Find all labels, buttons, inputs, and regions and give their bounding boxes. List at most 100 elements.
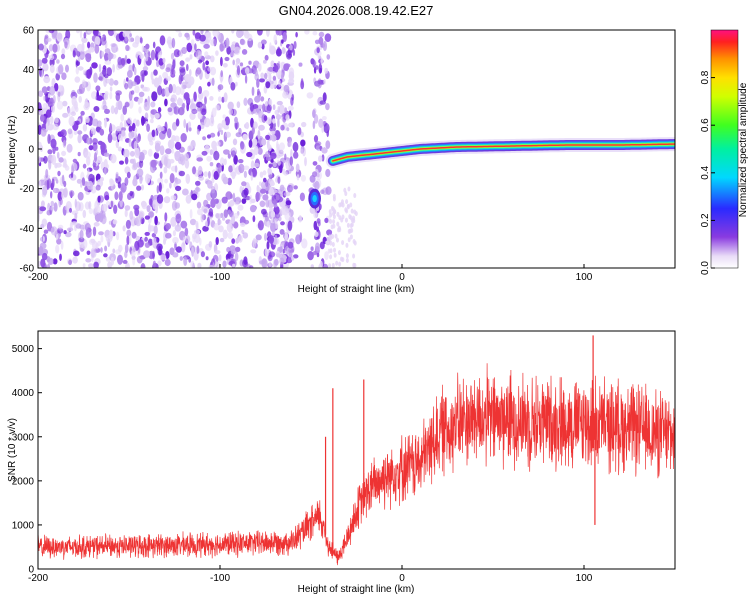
heatmap-speckle <box>263 85 268 94</box>
heatmap-speckle <box>223 92 228 103</box>
heatmap-y-tick-label: 0 <box>28 145 34 156</box>
heatmap-speckle <box>45 121 49 131</box>
heatmap-speckle <box>266 104 272 112</box>
heatmap-y-tick-label: 40 <box>23 65 35 76</box>
heatmap-speckle <box>266 241 270 250</box>
heatmap-speckle <box>165 251 170 259</box>
heatmap-speckle <box>144 215 150 220</box>
heatmap-speckle <box>64 205 68 211</box>
heatmap-speckle <box>77 151 81 157</box>
snr-y-tick-label: 2000 <box>12 476 35 487</box>
heatmap-speckle <box>52 123 59 131</box>
heatmap-speckle <box>115 126 122 132</box>
heatmap-speckle <box>85 116 90 124</box>
heatmap-speckle <box>273 65 279 73</box>
heatmap-speckle <box>83 32 87 39</box>
heatmap-speckle <box>68 259 72 266</box>
heatmap-speckle <box>318 31 325 38</box>
heatmap-speckle <box>277 176 281 184</box>
heatmap-speckle <box>193 229 201 235</box>
heatmap-speckle <box>151 91 158 102</box>
heatmap-speckle <box>207 81 211 87</box>
heatmap-speckle <box>128 36 134 43</box>
heatmap-speckle <box>103 93 109 101</box>
heatmap-speckle <box>353 209 357 215</box>
snr-frame <box>37 330 676 570</box>
heatmap-speckle <box>63 180 67 188</box>
heatmap-speckle <box>230 258 235 265</box>
heatmap-speckle <box>150 49 156 61</box>
heatmap-speckle <box>40 114 45 122</box>
heatmap-speckle <box>325 240 330 245</box>
heatmap-speckle <box>223 125 230 130</box>
heatmap-speckle <box>211 107 217 118</box>
heatmap-speckle <box>67 107 72 117</box>
heatmap-speckle <box>172 236 179 244</box>
heatmap-speckle <box>129 150 135 157</box>
heatmap-speckle <box>335 237 339 243</box>
heatmap-speckle <box>284 107 288 114</box>
heatmap-speckle <box>51 154 57 165</box>
heatmap-speckle <box>165 223 171 230</box>
snr-x-tick-label: -200 <box>28 573 48 584</box>
heatmap-speckle <box>215 213 222 220</box>
heatmap-speckle <box>274 258 279 266</box>
heatmap-speckle <box>166 188 170 194</box>
heatmap-speckle <box>204 178 210 185</box>
heatmap-speckle <box>300 148 304 154</box>
heatmap-speckle <box>220 157 225 166</box>
heatmap-speckle <box>98 76 103 81</box>
heatmap-speckle <box>150 101 156 108</box>
heatmap-speckle <box>77 66 84 71</box>
heatmap-speckle <box>345 257 349 263</box>
heatmap-speckle <box>277 106 280 113</box>
heatmap-speckle <box>79 229 84 239</box>
heatmap-speckle <box>324 67 329 74</box>
heatmap-speckle <box>186 42 193 53</box>
heatmap-y-label: Frequency (Hz) <box>7 116 18 185</box>
heatmap-speckle <box>321 147 328 154</box>
heatmap-speckle <box>197 91 204 101</box>
heatmap-speckle <box>234 116 238 124</box>
heatmap-speckle <box>217 131 220 137</box>
heatmap-speckle <box>290 256 295 261</box>
heatmap-speckle <box>215 237 219 245</box>
heatmap-speckle <box>197 262 202 268</box>
heatmap-speckle <box>125 262 130 268</box>
heatmap-speckle <box>225 131 231 138</box>
heatmap-speckle <box>231 215 236 225</box>
heatmap-speckle <box>77 130 83 135</box>
heatmap-speckle <box>277 30 283 36</box>
heatmap-speckle <box>128 131 135 139</box>
heatmap-speckle <box>113 204 118 214</box>
heatmap-speckle <box>53 202 58 212</box>
heatmap-speckle <box>261 39 267 45</box>
heatmap-speckle <box>77 191 84 201</box>
heatmap-speckle <box>249 204 257 213</box>
heatmap-speckle <box>93 106 100 112</box>
heatmap-speckle <box>100 247 103 253</box>
heatmap-speckle <box>127 192 132 200</box>
heatmap-speckle <box>128 235 132 244</box>
heatmap-speckle <box>124 82 129 90</box>
heatmap-speckle <box>62 163 68 168</box>
heatmap-speckle <box>75 223 82 229</box>
heatmap-speckle <box>49 57 55 67</box>
heatmap-speckle <box>193 91 197 102</box>
heatmap-speckle <box>278 149 284 155</box>
heatmap-speckle <box>237 159 244 164</box>
heatmap-speckle <box>217 164 222 173</box>
heatmap-speckle <box>154 215 158 226</box>
heatmap-speckle <box>241 49 248 55</box>
heatmap-speckle <box>269 83 275 89</box>
heatmap-speckle <box>111 43 118 53</box>
heatmap-speckle <box>292 49 296 56</box>
heatmap-speckle <box>256 78 260 88</box>
heatmap-speckle <box>46 37 52 42</box>
heatmap-speckle <box>163 166 168 174</box>
heatmap-speckle <box>137 98 141 105</box>
heatmap-speckle <box>278 104 285 115</box>
heatmap-y-tick-label: -60 <box>20 264 35 275</box>
heatmap-speckle <box>289 139 292 147</box>
heatmap-speckle <box>117 56 122 66</box>
